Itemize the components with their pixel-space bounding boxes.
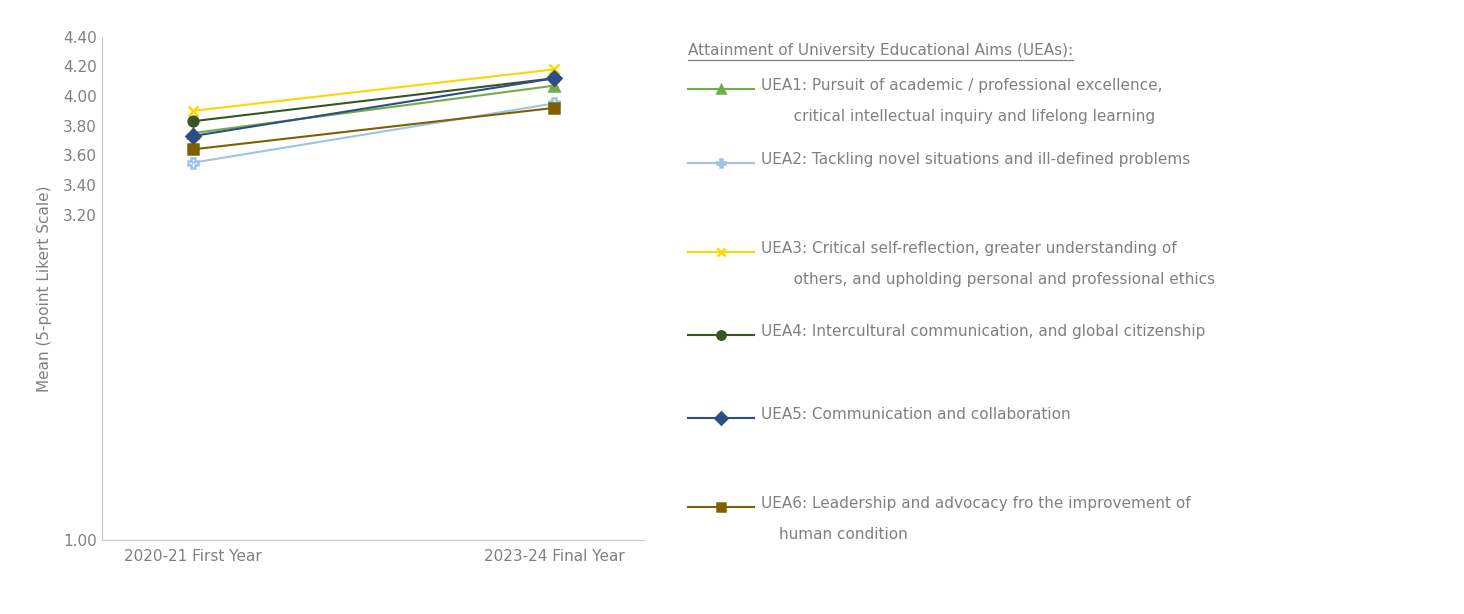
- Text: UEA2: Tackling novel situations and ill-defined problems: UEA2: Tackling novel situations and ill-…: [761, 152, 1190, 167]
- Text: human condition: human condition: [779, 527, 908, 542]
- Text: UEA6: Leadership and advocacy fro the improvement of: UEA6: Leadership and advocacy fro the im…: [761, 496, 1190, 511]
- Text: critical intellectual inquiry and lifelong learning: critical intellectual inquiry and lifelo…: [779, 109, 1155, 124]
- Text: UEA3: Critical self-reflection, greater understanding of: UEA3: Critical self-reflection, greater …: [761, 241, 1177, 256]
- Text: UEA1: Pursuit of academic / professional excellence,: UEA1: Pursuit of academic / professional…: [761, 79, 1162, 93]
- Text: Attainment of University Educational Aims (UEAs):: Attainment of University Educational Aim…: [688, 43, 1073, 58]
- Text: UEA4: Intercultural communication, and global citizenship: UEA4: Intercultural communication, and g…: [761, 324, 1206, 339]
- Y-axis label: Mean (5-point Likert Scale): Mean (5-point Likert Scale): [37, 185, 51, 392]
- Text: others, and upholding personal and professional ethics: others, and upholding personal and profe…: [779, 272, 1215, 287]
- Text: UEA5: Communication and collaboration: UEA5: Communication and collaboration: [761, 407, 1070, 422]
